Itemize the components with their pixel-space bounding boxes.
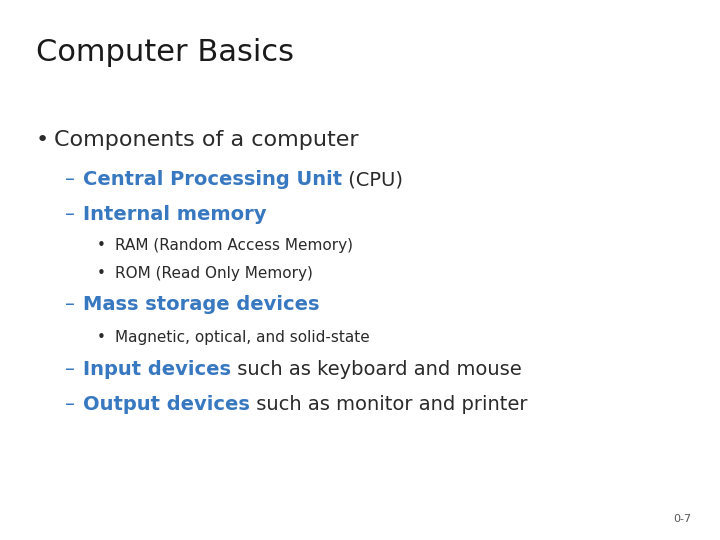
Text: Computer Basics: Computer Basics — [36, 38, 294, 67]
Text: Components of a computer: Components of a computer — [54, 130, 359, 150]
Text: •: • — [97, 266, 106, 281]
Text: 0-7: 0-7 — [673, 514, 691, 524]
Text: –: – — [65, 295, 75, 314]
Text: Magnetic, optical, and solid-state: Magnetic, optical, and solid-state — [115, 330, 370, 346]
Text: such as keyboard and mouse: such as keyboard and mouse — [231, 360, 521, 379]
Text: such as monitor and printer: such as monitor and printer — [250, 395, 527, 414]
Text: –: – — [65, 170, 75, 189]
Text: Central Processing Unit: Central Processing Unit — [83, 170, 342, 189]
Text: Input devices: Input devices — [83, 360, 231, 379]
Text: •: • — [36, 130, 49, 150]
Text: Internal memory: Internal memory — [83, 205, 266, 224]
Text: –: – — [65, 395, 75, 414]
Text: ROM (Read Only Memory): ROM (Read Only Memory) — [115, 266, 313, 281]
Text: Mass storage devices: Mass storage devices — [83, 295, 319, 314]
Text: Output devices: Output devices — [83, 395, 250, 414]
Text: –: – — [65, 205, 75, 224]
Text: RAM (Random Access Memory): RAM (Random Access Memory) — [115, 238, 354, 253]
Text: •: • — [97, 238, 106, 253]
Text: –: – — [65, 360, 75, 379]
Text: (CPU): (CPU) — [342, 170, 403, 189]
Text: •: • — [97, 330, 106, 346]
